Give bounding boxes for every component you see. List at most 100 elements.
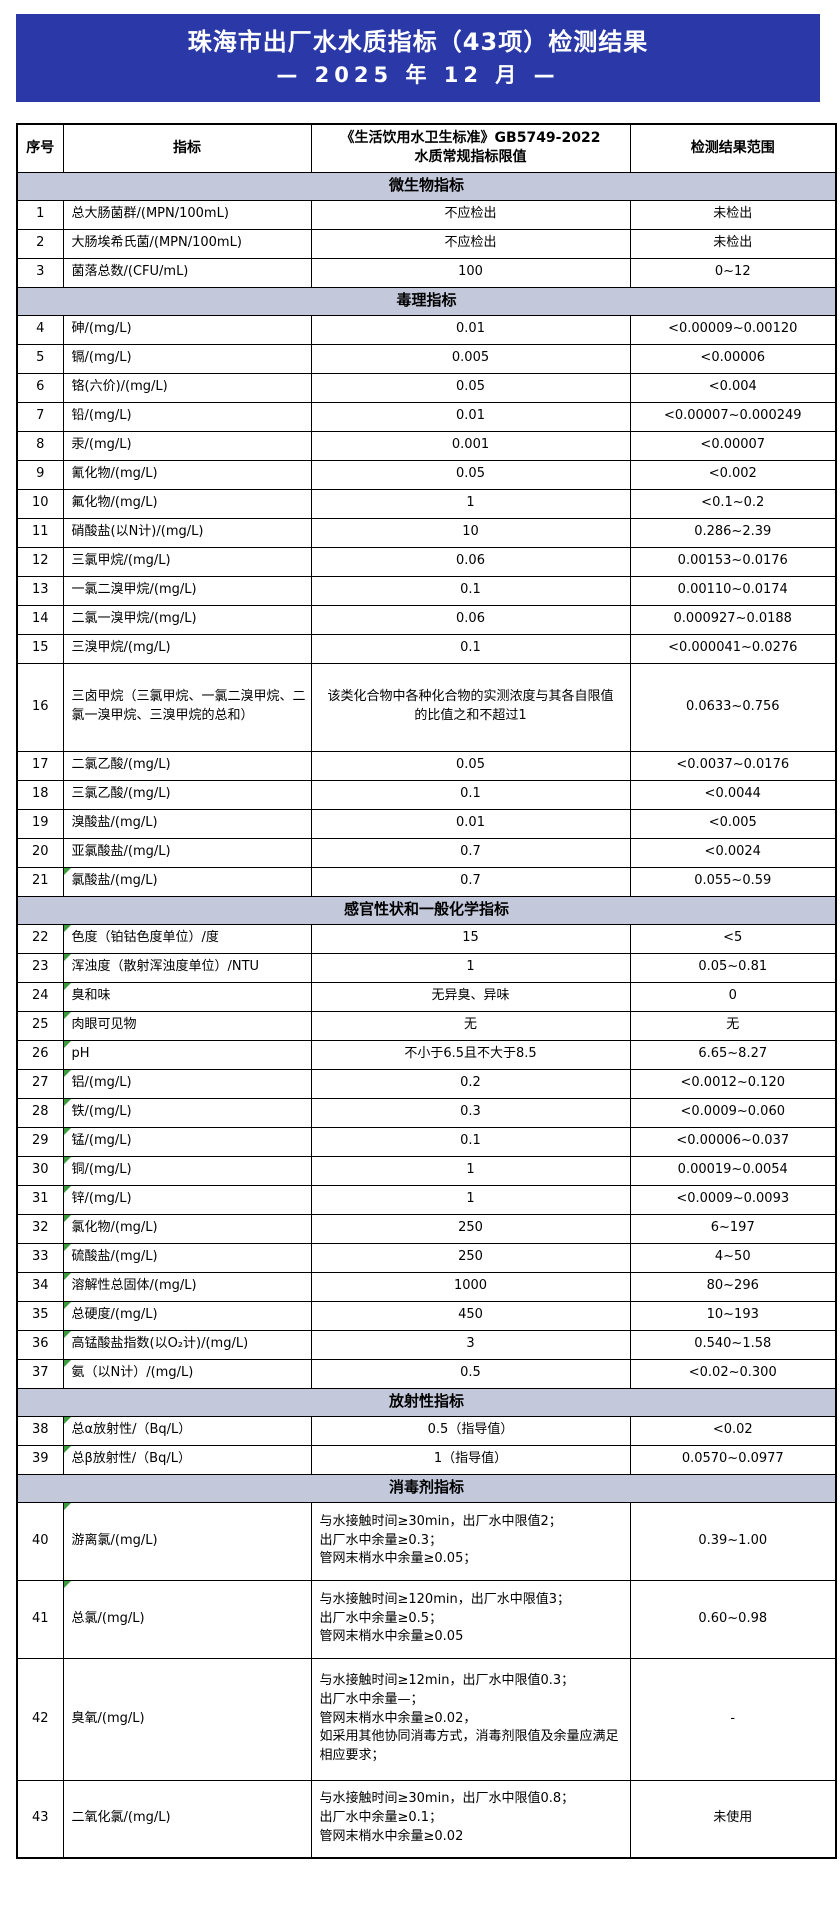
table-row: 34 溶解性总固体/(mg/L) 1000 80~296 [16, 1271, 837, 1302]
limit-cell: 与水接触时间≥120min，出厂水中限值3； 出厂水中余量≥0.5； 管网末梢水… [310, 1579, 631, 1659]
result-cell: 4~50 [629, 1242, 837, 1273]
limit-cell: 250 [310, 1242, 631, 1273]
indicator-cell: 氯化物/(mg/L) [62, 1213, 312, 1244]
indicator-cell: 溶解性总固体/(mg/L) [62, 1271, 312, 1302]
indicator-cell: 溴酸盐/(mg/L) [62, 808, 312, 839]
indicator-cell: 二氯乙酸/(mg/L) [62, 750, 312, 781]
limit-cell: 1 [310, 1155, 631, 1186]
result-cell: 0.00153~0.0176 [629, 546, 837, 577]
table-row: 38 总α放射性/（Bq/L） 0.5（指导值） <0.02 [16, 1415, 837, 1446]
table-row: 20 亚氯酸盐/(mg/L) 0.7 <0.0024 [16, 837, 837, 868]
result-cell: 0.00110~0.0174 [629, 575, 837, 606]
table-row: 42 臭氧/(mg/L) 与水接触时间≥12min，出厂水中限值0.3； 出厂水中余… [16, 1657, 837, 1781]
result-cell: <0.00007 [629, 430, 837, 461]
section-header-row: 消毒剂指标 [16, 1473, 837, 1503]
limit-cell: 15 [310, 923, 631, 954]
result-cell: <5 [629, 923, 837, 954]
row-number-cell: 15 [16, 633, 64, 664]
indicator-cell: 氯酸盐/(mg/L) [62, 866, 312, 897]
indicator-cell: 锌/(mg/L) [62, 1184, 312, 1215]
result-cell: 0.05~0.81 [629, 952, 837, 983]
table-row: 10 氟化物/(mg/L) 1 <0.1~0.2 [16, 488, 837, 519]
result-cell: 0.540~1.58 [629, 1329, 837, 1360]
row-number-cell: 40 [16, 1501, 64, 1581]
result-cell: 10~193 [629, 1300, 837, 1331]
section-header-row: 感官性状和一般化学指标 [16, 895, 837, 925]
indicator-cell: 铜/(mg/L) [62, 1155, 312, 1186]
limit-cell: 0.06 [310, 546, 631, 577]
limit-cell: 不小于6.5且不大于8.5 [310, 1039, 631, 1070]
indicator-cell: 总大肠菌群/(MPN/100mL) [62, 199, 312, 230]
limit-cell: 0.01 [310, 314, 631, 345]
indicator-cell: 铅/(mg/L) [62, 401, 312, 432]
indicator-cell: 硝酸盐(以N计)/(mg/L) [62, 517, 312, 548]
table-row: 2 大肠埃希氏菌/(MPN/100mL) 不应检出 未检出 [16, 228, 837, 259]
table-row: 4 砷/(mg/L) 0.01 <0.00009~0.00120 [16, 314, 837, 345]
result-cell: 0.000927~0.0188 [629, 604, 837, 635]
result-cell: 未使用 [629, 1779, 837, 1859]
table-row: 27 铝/(mg/L) 0.2 <0.0012~0.120 [16, 1068, 837, 1099]
indicator-cell: 色度（铂钴色度单位）/度 [62, 923, 312, 954]
table-row: 11 硝酸盐(以N计)/(mg/L) 10 0.286~2.39 [16, 517, 837, 548]
indicator-cell: 锰/(mg/L) [62, 1126, 312, 1157]
limit-cell: 0.3 [310, 1097, 631, 1128]
table-row: 8 汞/(mg/L) 0.001 <0.00007 [16, 430, 837, 461]
row-number-cell: 20 [16, 837, 64, 868]
result-cell: <0.1~0.2 [629, 488, 837, 519]
section-title: 毒理指标 [16, 286, 837, 316]
row-number-cell: 25 [16, 1010, 64, 1041]
indicator-cell: 镉/(mg/L) [62, 343, 312, 374]
table-header-row: 序号 指标 《生活饮用水卫生标准》GB5749-2022 水质常规指标限值 检测… [16, 123, 837, 173]
comment-flag-icon [63, 1580, 71, 1588]
row-number-cell: 8 [16, 430, 64, 461]
indicator-cell: 砷/(mg/L) [62, 314, 312, 345]
limit-cell: 0.05 [310, 750, 631, 781]
result-cell: <0.0009~0.060 [629, 1097, 837, 1128]
result-cell: 0~12 [629, 257, 837, 288]
indicator-cell: 氟化物/(mg/L) [62, 488, 312, 519]
indicator-cell: 三氯乙酸/(mg/L) [62, 779, 312, 810]
comment-flag-icon [63, 1445, 71, 1453]
comment-flag-icon [63, 1301, 71, 1309]
table-row: 13 一氯二溴甲烷/(mg/L) 0.1 0.00110~0.0174 [16, 575, 837, 606]
result-cell: <0.002 [629, 459, 837, 490]
table-row: 31 锌/(mg/L) 1 <0.0009~0.0093 [16, 1184, 837, 1215]
result-cell: 0.60~0.98 [629, 1579, 837, 1659]
table-row: 21 氯酸盐/(mg/L) 0.7 0.055~0.59 [16, 866, 837, 897]
table-row: 37 氨（以N计）/(mg/L) 0.5 <0.02~0.300 [16, 1358, 837, 1389]
result-cell: 0 [629, 981, 837, 1012]
indicator-cell: 臭氧/(mg/L) [62, 1657, 312, 1781]
limit-cell: 与水接触时间≥30min，出厂水中限值2； 出厂水中余量≥0.3； 管网末梢水中… [310, 1501, 631, 1581]
section-title: 微生物指标 [16, 171, 837, 201]
table-row: 3 菌落总数/(CFU/mL) 100 0~12 [16, 257, 837, 288]
limit-cell: 0.005 [310, 343, 631, 374]
comment-flag-icon [63, 867, 71, 875]
indicator-cell: 臭和味 [62, 981, 312, 1012]
indicator-cell: 铝/(mg/L) [62, 1068, 312, 1099]
row-number-cell: 37 [16, 1358, 64, 1389]
result-cell: <0.000041~0.0276 [629, 633, 837, 664]
comment-flag-icon [63, 1185, 71, 1193]
result-cell: 80~296 [629, 1271, 837, 1302]
limit-cell: 0.1 [310, 779, 631, 810]
page-title: 珠海市出厂水水质指标（43项）检测结果 [187, 27, 649, 56]
row-number-cell: 31 [16, 1184, 64, 1215]
result-cell: 6.65~8.27 [629, 1039, 837, 1070]
indicator-cell: 总氯/(mg/L) [62, 1579, 312, 1659]
limit-cell: 不应检出 [310, 228, 631, 259]
result-cell: <0.02~0.300 [629, 1358, 837, 1389]
row-number-cell: 18 [16, 779, 64, 810]
table-row: 41 总氯/(mg/L) 与水接触时间≥120min，出厂水中限值3； 出厂水中余量… [16, 1579, 837, 1659]
result-cell: 未检出 [629, 199, 837, 230]
indicator-cell: 三氯甲烷/(mg/L) [62, 546, 312, 577]
limit-cell: 不应检出 [310, 199, 631, 230]
row-number-cell: 13 [16, 575, 64, 606]
row-number-cell: 35 [16, 1300, 64, 1331]
comment-flag-icon [63, 1011, 71, 1019]
result-cell: 0.055~0.59 [629, 866, 837, 897]
indicator-cell: 二氧化氯/(mg/L) [62, 1779, 312, 1859]
indicator-cell: 一氯二溴甲烷/(mg/L) [62, 575, 312, 606]
page-subtitle: — 2025 年 12 月 — [276, 62, 560, 87]
table-row: 30 铜/(mg/L) 1 0.00019~0.0054 [16, 1155, 837, 1186]
result-cell: 0.39~1.00 [629, 1501, 837, 1581]
